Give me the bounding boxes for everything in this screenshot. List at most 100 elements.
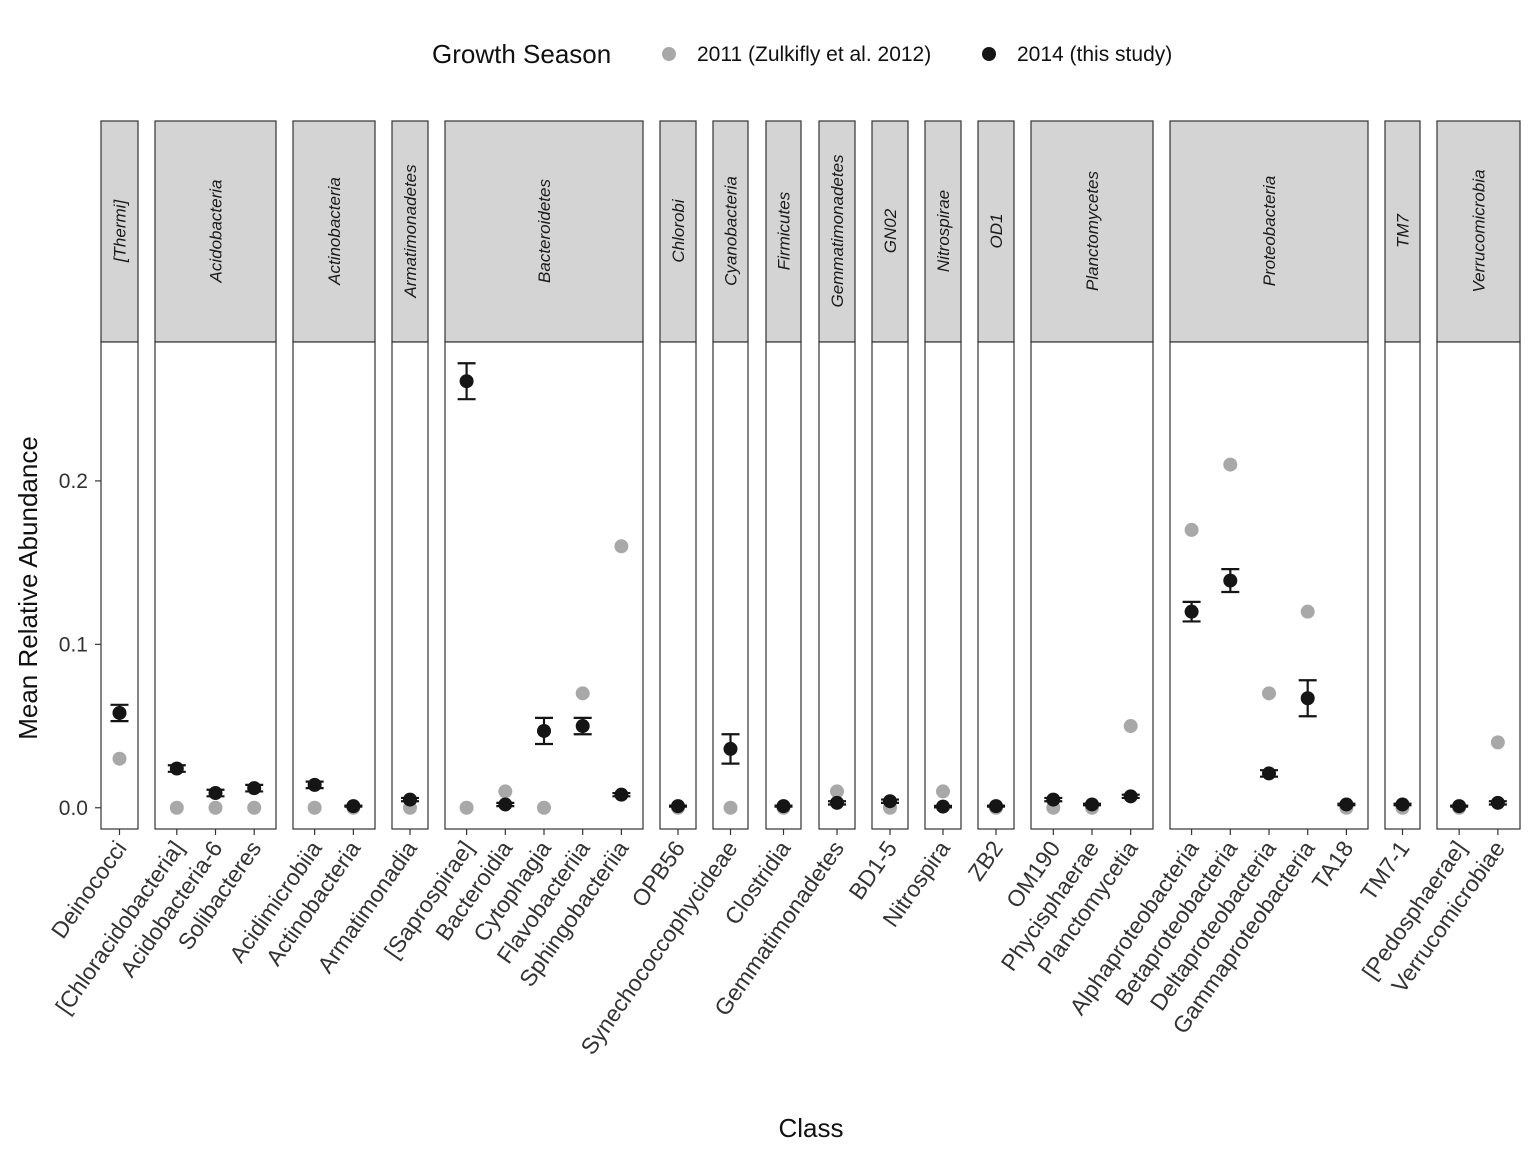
point-2014	[1395, 797, 1410, 812]
point-2011	[1262, 686, 1276, 701]
legend-title: Growth Season	[432, 39, 611, 69]
y-tick-label: 0.0	[59, 797, 88, 820]
facet-strip-label: Proteobacteria	[1260, 176, 1279, 287]
facet-strip	[765, 120, 802, 343]
facet-panel: Proteobacteria	[1169, 120, 1369, 830]
facet-strip	[977, 120, 1015, 343]
facet-plot-area	[292, 341, 376, 830]
point-2014	[1262, 766, 1276, 781]
facet-panel: Firmicutes	[765, 120, 802, 830]
facet-plot-area	[1030, 341, 1154, 830]
facet-panel: TM7	[1384, 120, 1421, 830]
point-2014	[1490, 795, 1505, 810]
facet-plot-area	[871, 341, 909, 830]
facet-plot-area	[1384, 341, 1421, 830]
facet-strip	[818, 120, 856, 343]
point-2014	[883, 794, 897, 809]
point-2014	[1339, 797, 1354, 812]
facet-strip	[391, 120, 429, 343]
x-axis: Deinococci[Chloracidobacteria]Acidobacte…	[46, 829, 1510, 1059]
facet-plot-area	[977, 341, 1015, 830]
point-2014	[830, 795, 844, 810]
x-tick-label: TM7-1	[1355, 836, 1414, 905]
point-2011	[169, 800, 184, 815]
point-2011	[112, 751, 127, 766]
facet-plot-area	[444, 341, 644, 830]
facet-strip	[1169, 120, 1369, 343]
facet-strip-label: TM7	[1394, 213, 1413, 248]
facet-panel: [Thermi]	[100, 120, 139, 830]
point-2011	[614, 539, 629, 554]
facet-strip-label: Acidobacteria	[207, 179, 226, 283]
point-2014	[498, 797, 513, 812]
point-2014	[723, 741, 738, 756]
point-2011	[575, 686, 590, 701]
point-2011	[498, 784, 513, 799]
facet-strip	[924, 120, 962, 343]
facet-panel: Planctomycetes	[1030, 120, 1154, 830]
point-2014	[112, 705, 127, 720]
facet-plot-area	[154, 341, 277, 830]
point-2011	[1490, 735, 1505, 750]
facet-panel: Bacteroidetes	[444, 120, 644, 830]
legend-marker-2011	[662, 47, 676, 61]
point-2011	[1123, 719, 1138, 734]
facet-strip	[1436, 120, 1521, 343]
facet-strip-label: Chlorobi	[669, 198, 688, 263]
facet-strip-label: Planctomycetes	[1083, 171, 1102, 291]
facet-plot-area	[924, 341, 962, 830]
point-2014	[307, 777, 322, 792]
point-2014	[208, 786, 223, 801]
facet-strip	[1384, 120, 1421, 343]
facet-panel: OD1	[977, 120, 1015, 830]
facet-strip-label: Nitrospirae	[934, 190, 953, 272]
facet-strip-label: Cyanobacteria	[722, 176, 741, 286]
facet-plot-area	[659, 341, 697, 830]
point-2014	[776, 799, 791, 814]
x-tick-label: TA18	[1307, 836, 1359, 895]
legend: Growth Season 2011 (Zulkifly et al. 2012…	[432, 39, 1172, 69]
point-2014	[1046, 792, 1061, 807]
facet-panel: Actinobacteria	[292, 120, 376, 830]
point-2014	[1300, 691, 1315, 706]
y-axis: 0.0 0.1 0.2	[59, 470, 101, 820]
point-2014	[1085, 797, 1099, 812]
facet-panel: Armatimonadetes	[391, 120, 429, 830]
facet-strip-label: Gemmatimonadetes	[828, 154, 847, 308]
point-2014	[1223, 573, 1238, 588]
y-axis-title: Mean Relative Abundance	[13, 436, 43, 740]
point-2011	[1184, 522, 1199, 537]
point-2011	[1300, 604, 1315, 619]
point-2011	[307, 800, 322, 815]
x-tick-label: ZB2	[963, 836, 1008, 885]
point-2014	[346, 799, 361, 814]
facet-plot-area	[765, 341, 802, 830]
legend-marker-2014	[982, 47, 996, 61]
y-tick-label: 0.2	[59, 470, 88, 493]
facet-panel: Cyanobacteria	[712, 120, 749, 830]
facet-strip-label: Verrucomicrobia	[1470, 169, 1489, 292]
point-2014	[989, 799, 1003, 814]
facet-plot-area	[100, 341, 139, 830]
point-2011	[459, 800, 474, 815]
facet-plot-area	[818, 341, 856, 830]
facet-strip	[100, 120, 139, 343]
facet-strip	[292, 120, 376, 343]
facet-strip	[871, 120, 909, 343]
point-2014	[403, 792, 417, 807]
x-axis-title: Class	[778, 1113, 843, 1143]
facet-panel: Acidobacteria	[154, 120, 277, 830]
point-2011	[936, 784, 950, 799]
point-2014	[936, 799, 950, 814]
point-2014	[575, 719, 590, 734]
point-2011	[208, 800, 223, 815]
facet-panel: GN02	[871, 120, 909, 830]
facet-strip-label: OD1	[987, 214, 1006, 249]
facet-strip-label: Armatimonadetes	[401, 164, 420, 299]
facet-panel: Chlorobi	[659, 120, 697, 830]
point-2011	[830, 784, 844, 799]
point-2011	[723, 800, 738, 815]
facet-panel: Verrucomicrobia	[1436, 120, 1521, 830]
facet-strip-label: [Thermi]	[111, 199, 130, 264]
point-2011	[247, 800, 262, 815]
